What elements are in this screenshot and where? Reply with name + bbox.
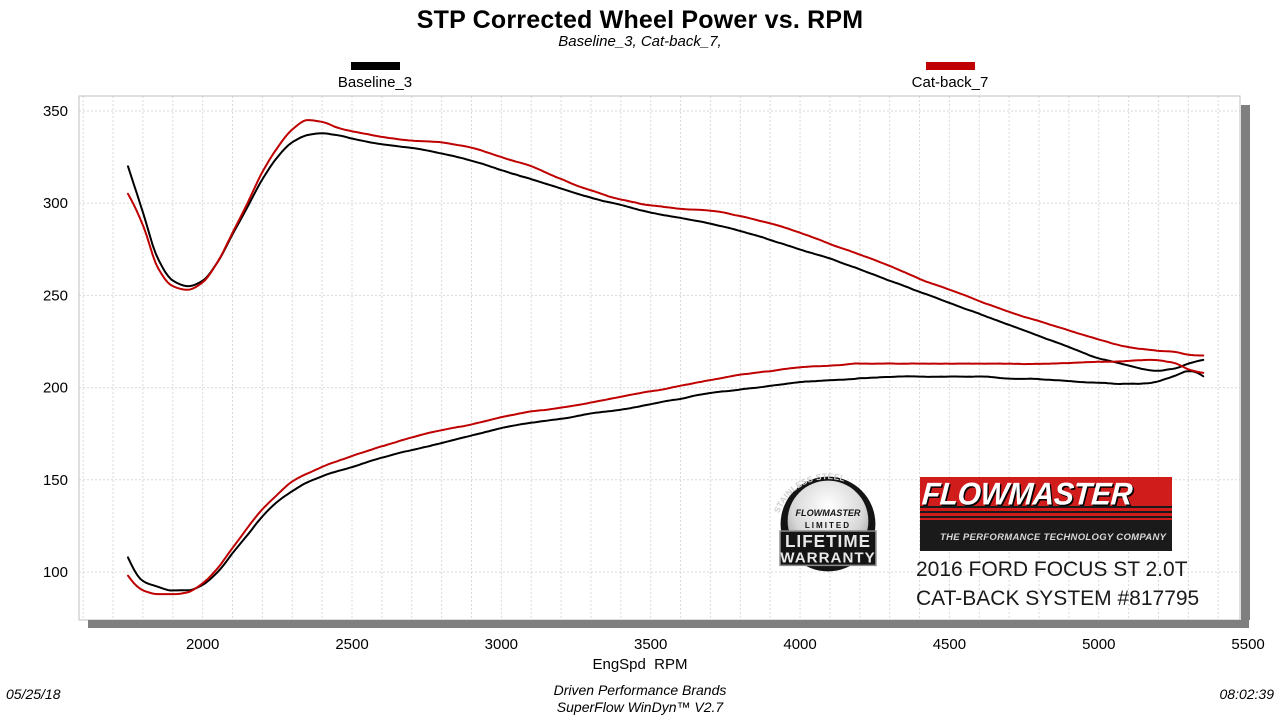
svg-text:FLOWMASTER: FLOWMASTER <box>796 508 861 518</box>
svg-text:WARRANTY: WARRANTY <box>780 549 875 566</box>
svg-text:LIFETIME: LIFETIME <box>785 531 871 551</box>
svg-text:LIMITED: LIMITED <box>805 521 851 530</box>
